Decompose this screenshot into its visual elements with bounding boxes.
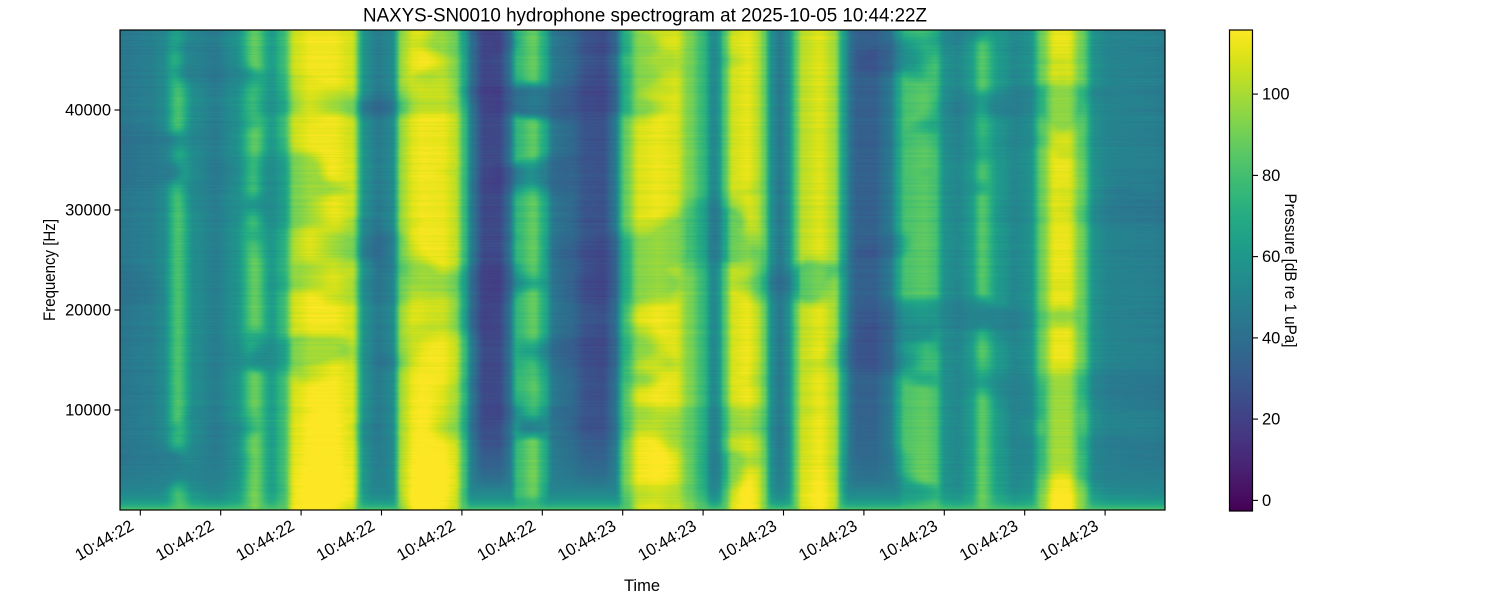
svg-text:40000: 40000 [65,102,111,120]
svg-text:NAXYS-SN0010 hydrophone spectr: NAXYS-SN0010 hydrophone spectrogram at 2… [363,5,927,27]
svg-text:Time: Time [624,577,660,595]
svg-text:30000: 30000 [65,202,111,220]
svg-text:10:44:23: 10:44:23 [555,517,620,565]
svg-text:0: 0 [1262,492,1271,510]
svg-text:10:44:23: 10:44:23 [876,517,941,565]
svg-text:10:44:22: 10:44:22 [153,517,218,565]
svg-text:10:44:23: 10:44:23 [796,517,861,565]
svg-text:10:44:23: 10:44:23 [957,517,1022,565]
svg-text:100: 100 [1262,86,1290,104]
svg-text:Pressure [dB re 1 uPa]: Pressure [dB re 1 uPa] [1281,194,1299,348]
svg-text:20000: 20000 [65,302,111,320]
svg-text:80: 80 [1262,167,1280,185]
svg-text:10:44:22: 10:44:22 [313,517,378,565]
svg-text:Frequency [Hz]: Frequency [Hz] [41,219,59,321]
svg-text:40: 40 [1262,329,1280,347]
svg-text:10:44:22: 10:44:22 [233,517,298,565]
svg-text:10:44:22: 10:44:22 [394,517,459,565]
svg-text:10:44:23: 10:44:23 [715,517,780,565]
svg-text:10:44:22: 10:44:22 [474,517,539,565]
svg-text:10000: 10000 [65,402,111,420]
svg-text:10:44:23: 10:44:23 [1037,517,1102,565]
svg-text:10:44:22: 10:44:22 [72,517,137,565]
svg-text:20: 20 [1262,411,1280,429]
svg-text:10:44:23: 10:44:23 [635,517,700,565]
svg-text:60: 60 [1262,248,1280,266]
